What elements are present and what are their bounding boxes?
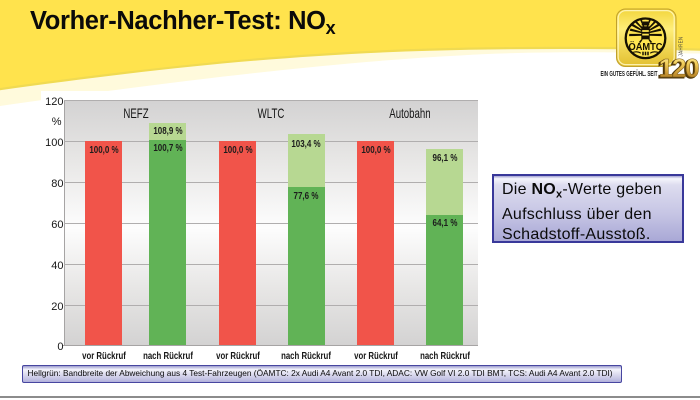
svg-text:ÖAMTC: ÖAMTC: [629, 42, 663, 53]
svg-text:120: 120: [659, 53, 699, 83]
svg-text:120: 120: [657, 54, 697, 84]
svg-text:EIN GUTES GEFÜHL. SEIT: EIN GUTES GEFÜHL. SEIT: [601, 69, 658, 78]
svg-text:JAHREN: JAHREN: [679, 37, 685, 57]
